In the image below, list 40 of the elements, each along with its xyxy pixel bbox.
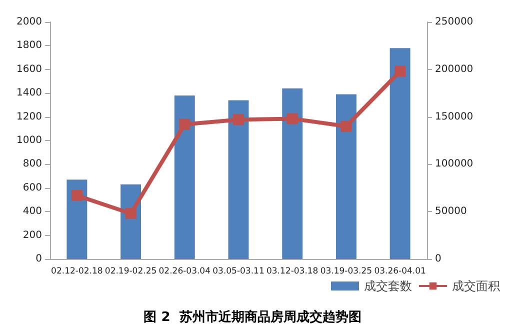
x-tick-label: 02.12-02.18 [51, 266, 103, 276]
x-tick-label: 02.19-02.25 [104, 266, 157, 276]
y-tick-label: 400 [22, 206, 42, 218]
y-tick-label: 600 [22, 182, 42, 194]
text: 图 2 苏州市近期商品房周成交趋势图 [144, 309, 362, 325]
bar [282, 88, 303, 259]
y2-tick-label: 50000 [435, 206, 467, 218]
bar [336, 94, 356, 259]
point [71, 190, 82, 201]
y2-tick-label: 0 [435, 254, 442, 264]
y2-tick-label: 100000 [435, 158, 474, 170]
y-tick-label: 1000 [16, 135, 42, 146]
point [179, 118, 190, 130]
y2-tick-label: 250000 [435, 16, 474, 28]
y2-tick-label: 200000 [435, 64, 474, 75]
x-tick-label: 03.12-03.18 [266, 266, 318, 276]
y-tick-label: 800 [22, 158, 42, 170]
x-tick-label: 03.05-03.11 [212, 266, 264, 276]
y-tick-label: 1600 [16, 64, 42, 75]
bar [228, 100, 249, 259]
y-tick-label: 200 [22, 230, 42, 241]
x-tick-label: 03.19-03.25 [320, 266, 372, 276]
point [125, 208, 136, 219]
legend-label: 成交套数 [364, 279, 412, 293]
point [340, 120, 352, 132]
point [394, 66, 406, 77]
point [286, 113, 298, 124]
x-tick-label: 03.26-04.01 [374, 266, 426, 276]
y-tick-label: 1400 [16, 88, 42, 99]
y-tick-label: 1200 [16, 111, 42, 122]
bar [390, 48, 410, 259]
point [233, 114, 244, 126]
y2-tick-label: 150000 [435, 111, 474, 122]
bar [66, 180, 88, 259]
bar [174, 95, 195, 259]
y-tick-label: 1800 [16, 40, 42, 52]
y-tick-label: 0 [36, 254, 42, 264]
x-tick-label: 02.26-03.04 [158, 266, 211, 276]
legend-label: 成交面积 [452, 279, 500, 293]
y-tick-label: 2000 [16, 16, 42, 28]
